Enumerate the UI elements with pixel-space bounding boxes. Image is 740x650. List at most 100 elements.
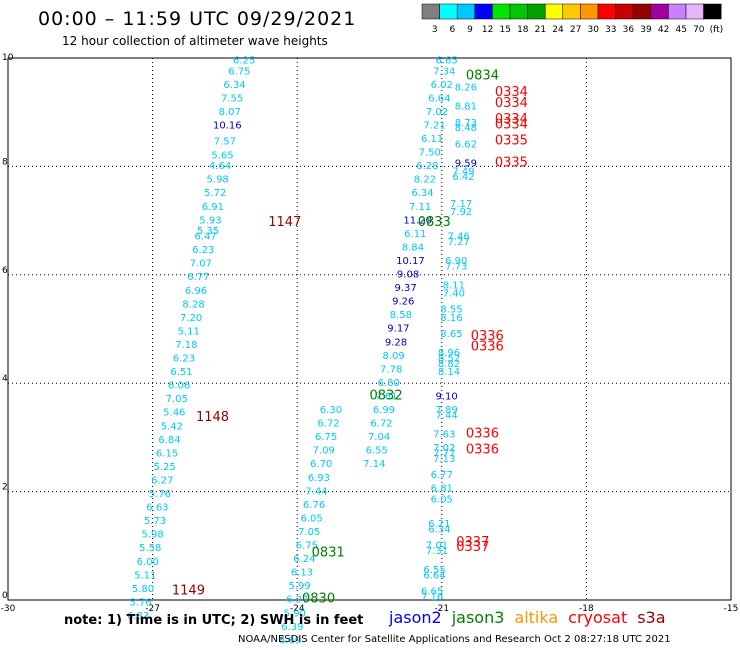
satellite-legend: jason2 jason3 altika cryosat s3a [389,608,676,627]
legend-altika: altika [514,608,559,627]
pass-time-label: 0833 [418,215,451,230]
color-label-8: 27 [570,25,581,35]
wave-height-value: 7.21 [423,120,445,131]
wave-height-value: 6.62 [455,139,477,150]
wave-height-value: 7.40 [443,288,465,299]
wave-height-value: 7.14 [363,459,385,470]
wave-height-value: 6.80 [378,378,400,389]
wave-height-value: 6.75 [296,541,318,552]
wave-height-value: 6.55 [423,565,445,576]
wave-height-value: 6.63 [146,503,168,514]
wave-height-value: 6.34 [428,524,450,535]
pass-time-label: 0831 [312,546,345,561]
pass-time-label: 0830 [302,592,335,607]
wave-height-value: 6.05 [301,513,323,524]
pass-time-label: 0336 [466,443,499,458]
wave-height-value: 7.02 [426,107,448,118]
wave-height-value: 8.65 [440,329,462,340]
wave-height-value: 5.73 [144,516,166,527]
wave-height-value: 7.07 [190,259,212,270]
wave-height-value: 7.02 [433,443,455,454]
y-tick-label: 6 [2,266,8,276]
wave-height-value: 8.14 [438,367,460,378]
wave-height-value: 6.55 [366,446,388,457]
pass-time-label: 1147 [268,215,301,230]
x-tick-label: -15 [724,604,739,614]
wave-height-value: 8.07 [219,107,241,118]
wave-height-value: 9.26 [392,297,414,308]
wave-height-value: 5.72 [204,188,226,199]
pass-time-label: 0334 [495,117,528,132]
wave-height-value: 6.93 [308,473,330,484]
wave-height-value: 6.34 [411,188,433,199]
wave-height-value: 6.51 [170,367,192,378]
wave-height-value: 7.34 [433,66,455,77]
wave-height-value: 8.96 [438,348,460,359]
wave-height-value: 7.49 [452,167,474,178]
wave-height-value: 7.61 [375,391,397,402]
wave-height-value: 7.20 [180,313,202,324]
wave-height-value: 6.83 [127,611,149,622]
wave-height-value: 5.65 [211,150,233,161]
wave-height-value: 6.65 [421,587,443,598]
color-label-7: 24 [552,25,564,35]
pass-time-label: 0832 [370,388,403,403]
wave-height-value: 7.89 [435,405,457,416]
pass-time-label: 0834 [466,69,499,84]
color-label-12: 39 [640,25,652,35]
pass-time-label: 0336 [471,329,504,344]
wave-height-value: 6.39 [281,622,303,633]
wave-height-value: 6.26 [276,649,298,650]
wave-height-value: 5.98 [141,530,163,541]
color-label-15: 70 [693,25,705,35]
wave-height-value: 6.47 [194,232,216,243]
wave-height-value: 7.55 [221,93,243,104]
wave-height-value: 8.52 [438,354,460,365]
wave-height-value: 6.15 [156,448,178,459]
wave-height-value: 7.09 [313,446,335,457]
wave-height-value: 9.17 [387,324,409,335]
wave-height-value: 5.80 [132,584,154,595]
x-tick-label: -27 [145,604,160,614]
pass-time-label: 0336 [466,426,499,441]
wave-height-value: 6.77 [187,272,209,283]
pass-time-label: 0334 [495,96,528,111]
wave-height-value: 8.16 [440,313,462,324]
wave-height-value: 6.64 [423,570,445,581]
wave-height-value: 10.17 [396,256,425,267]
wave-height-value: 6.06 [168,381,190,392]
wave-height-value: 9.28 [385,337,407,348]
wave-height-value: 8.58 [390,310,412,321]
wave-height-value: 6.27 [151,475,173,486]
wave-height-value: 6.34 [223,80,245,91]
pass-time-label: 0335 [495,155,528,170]
wave-height-value: 5.42 [161,421,183,432]
wave-height-value: 5.99 [288,581,310,592]
wave-height-value: 7.16 [421,592,443,603]
x-tick-label: -21 [434,604,449,614]
wave-height-value: 7.11 [409,202,431,213]
y-tick-label: 2 [2,483,8,493]
wave-height-value: 8.84 [402,242,424,253]
wave-height-value: 6.05 [431,494,453,505]
wave-height-value: 6.84 [158,435,180,446]
wave-height-value: 6.23 [192,245,214,256]
wave-height-value: 7.44 [435,410,457,421]
color-label-16: (ft) [710,25,724,35]
wave-height-value: 6.96 [185,286,207,297]
wave-height-value: 6.70 [310,459,332,470]
footer-note: note: 1) Time is in UTC; 2) SWH is in fe… [64,613,364,628]
wave-height-value: 7.18 [175,340,197,351]
color-label-9: 30 [587,25,599,35]
pass-time-label: 0334 [495,85,528,100]
wave-height-value: 7.44 [305,486,327,497]
wave-height-value: 11.20 [403,215,432,226]
wave-height-value: 8.73 [455,118,477,129]
wave-height-value: 5.35 [197,226,219,237]
wave-height-value: 7.05 [298,527,320,538]
credit-line: NOAA/NESDIS Center for Satellite Applica… [238,634,671,645]
wave-height-value: 6.91 [202,202,224,213]
wave-height-value: 9.08 [397,270,419,281]
color-label-10: 33 [605,25,616,35]
